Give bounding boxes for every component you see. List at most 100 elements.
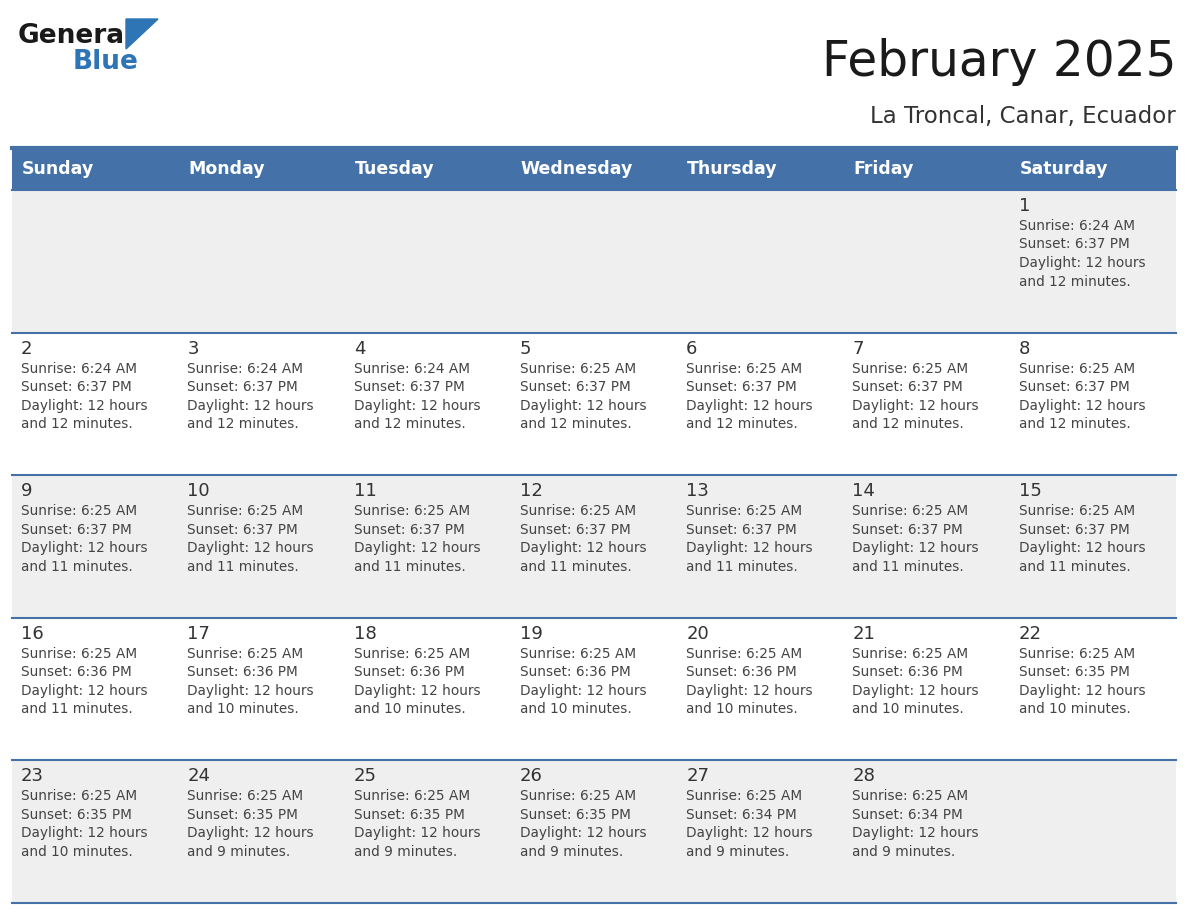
Text: Sunset: 6:37 PM: Sunset: 6:37 PM xyxy=(853,522,963,537)
Text: Monday: Monday xyxy=(188,160,265,178)
Text: 27: 27 xyxy=(687,767,709,786)
Bar xyxy=(511,190,677,332)
Text: Sunrise: 6:25 AM: Sunrise: 6:25 AM xyxy=(354,789,469,803)
Text: and 10 minutes.: and 10 minutes. xyxy=(354,702,466,716)
Bar xyxy=(178,618,345,760)
Text: and 12 minutes.: and 12 minutes. xyxy=(354,417,466,431)
Bar xyxy=(843,476,1010,618)
Text: Sunset: 6:37 PM: Sunset: 6:37 PM xyxy=(354,380,465,394)
Text: Sunrise: 6:25 AM: Sunrise: 6:25 AM xyxy=(687,504,802,518)
Text: 24: 24 xyxy=(188,767,210,786)
Bar xyxy=(178,332,345,476)
Text: Sunset: 6:37 PM: Sunset: 6:37 PM xyxy=(21,522,132,537)
Text: Blue: Blue xyxy=(72,49,139,75)
Bar xyxy=(511,618,677,760)
Text: Sunrise: 6:25 AM: Sunrise: 6:25 AM xyxy=(687,362,802,375)
Text: Daylight: 12 hours: Daylight: 12 hours xyxy=(1019,684,1145,698)
Text: Sunset: 6:35 PM: Sunset: 6:35 PM xyxy=(188,808,298,822)
Text: 22: 22 xyxy=(1019,625,1042,643)
Text: Daylight: 12 hours: Daylight: 12 hours xyxy=(21,826,147,840)
Text: and 11 minutes.: and 11 minutes. xyxy=(1019,560,1131,574)
Bar xyxy=(345,332,511,476)
Text: 28: 28 xyxy=(853,767,876,786)
Text: and 12 minutes.: and 12 minutes. xyxy=(1019,417,1131,431)
Bar xyxy=(677,760,843,903)
Text: Daylight: 12 hours: Daylight: 12 hours xyxy=(853,542,979,555)
Text: Sunrise: 6:25 AM: Sunrise: 6:25 AM xyxy=(520,504,636,518)
Text: Friday: Friday xyxy=(853,160,914,178)
Bar xyxy=(843,760,1010,903)
Text: Sunset: 6:36 PM: Sunset: 6:36 PM xyxy=(188,666,298,679)
Text: Saturday: Saturday xyxy=(1019,160,1108,178)
Bar xyxy=(12,476,178,618)
Text: 19: 19 xyxy=(520,625,543,643)
Text: 25: 25 xyxy=(354,767,377,786)
Text: Sunrise: 6:25 AM: Sunrise: 6:25 AM xyxy=(1019,504,1135,518)
Bar xyxy=(345,148,511,190)
Text: Sunrise: 6:25 AM: Sunrise: 6:25 AM xyxy=(188,504,303,518)
Text: and 11 minutes.: and 11 minutes. xyxy=(520,560,632,574)
Bar xyxy=(12,332,178,476)
Text: 3: 3 xyxy=(188,340,198,358)
Text: Sunset: 6:36 PM: Sunset: 6:36 PM xyxy=(687,666,797,679)
Text: Sunset: 6:37 PM: Sunset: 6:37 PM xyxy=(188,522,298,537)
Text: Tuesday: Tuesday xyxy=(354,160,434,178)
Text: Sunrise: 6:25 AM: Sunrise: 6:25 AM xyxy=(354,504,469,518)
Text: and 9 minutes.: and 9 minutes. xyxy=(188,845,291,859)
Bar xyxy=(843,148,1010,190)
Bar xyxy=(843,332,1010,476)
Text: Sunset: 6:35 PM: Sunset: 6:35 PM xyxy=(354,808,465,822)
Text: Sunrise: 6:25 AM: Sunrise: 6:25 AM xyxy=(21,789,137,803)
Text: 5: 5 xyxy=(520,340,531,358)
Text: Thursday: Thursday xyxy=(687,160,778,178)
Bar xyxy=(677,190,843,332)
Polygon shape xyxy=(126,19,158,49)
Text: Daylight: 12 hours: Daylight: 12 hours xyxy=(520,398,646,412)
Text: Sunrise: 6:25 AM: Sunrise: 6:25 AM xyxy=(520,789,636,803)
Text: Daylight: 12 hours: Daylight: 12 hours xyxy=(853,398,979,412)
Text: and 12 minutes.: and 12 minutes. xyxy=(21,417,133,431)
Bar xyxy=(843,618,1010,760)
Text: Sunset: 6:35 PM: Sunset: 6:35 PM xyxy=(21,808,132,822)
Text: Sunset: 6:35 PM: Sunset: 6:35 PM xyxy=(520,808,631,822)
Text: and 12 minutes.: and 12 minutes. xyxy=(853,417,965,431)
Bar xyxy=(178,148,345,190)
Text: Sunrise: 6:24 AM: Sunrise: 6:24 AM xyxy=(1019,219,1135,233)
Text: 20: 20 xyxy=(687,625,709,643)
Bar xyxy=(1010,760,1176,903)
Text: La Troncal, Canar, Ecuador: La Troncal, Canar, Ecuador xyxy=(871,105,1176,128)
Bar xyxy=(1010,476,1176,618)
Bar xyxy=(178,190,345,332)
Text: Daylight: 12 hours: Daylight: 12 hours xyxy=(1019,256,1145,270)
Text: Daylight: 12 hours: Daylight: 12 hours xyxy=(687,826,813,840)
Text: and 11 minutes.: and 11 minutes. xyxy=(21,702,133,716)
Text: Daylight: 12 hours: Daylight: 12 hours xyxy=(188,684,314,698)
Text: Sunset: 6:36 PM: Sunset: 6:36 PM xyxy=(21,666,132,679)
Bar xyxy=(511,760,677,903)
Bar xyxy=(511,332,677,476)
Text: and 10 minutes.: and 10 minutes. xyxy=(687,702,798,716)
Text: Daylight: 12 hours: Daylight: 12 hours xyxy=(853,826,979,840)
Text: 11: 11 xyxy=(354,482,377,500)
Text: and 9 minutes.: and 9 minutes. xyxy=(520,845,624,859)
Text: Sunrise: 6:25 AM: Sunrise: 6:25 AM xyxy=(354,647,469,661)
Text: Daylight: 12 hours: Daylight: 12 hours xyxy=(188,542,314,555)
Text: and 12 minutes.: and 12 minutes. xyxy=(1019,274,1131,288)
Text: and 10 minutes.: and 10 minutes. xyxy=(1019,702,1131,716)
Text: and 9 minutes.: and 9 minutes. xyxy=(687,845,789,859)
Text: 1: 1 xyxy=(1019,197,1030,215)
Text: Sunrise: 6:25 AM: Sunrise: 6:25 AM xyxy=(853,789,968,803)
Text: Daylight: 12 hours: Daylight: 12 hours xyxy=(354,542,480,555)
Text: Sunset: 6:37 PM: Sunset: 6:37 PM xyxy=(520,522,631,537)
Text: Sunset: 6:37 PM: Sunset: 6:37 PM xyxy=(520,380,631,394)
Bar xyxy=(677,332,843,476)
Bar xyxy=(345,476,511,618)
Text: Sunrise: 6:25 AM: Sunrise: 6:25 AM xyxy=(21,504,137,518)
Bar xyxy=(1010,190,1176,332)
Text: Daylight: 12 hours: Daylight: 12 hours xyxy=(21,398,147,412)
Text: 13: 13 xyxy=(687,482,709,500)
Text: and 11 minutes.: and 11 minutes. xyxy=(853,560,965,574)
Text: Sunset: 6:37 PM: Sunset: 6:37 PM xyxy=(1019,522,1130,537)
Text: Daylight: 12 hours: Daylight: 12 hours xyxy=(687,542,813,555)
Text: and 12 minutes.: and 12 minutes. xyxy=(188,417,299,431)
